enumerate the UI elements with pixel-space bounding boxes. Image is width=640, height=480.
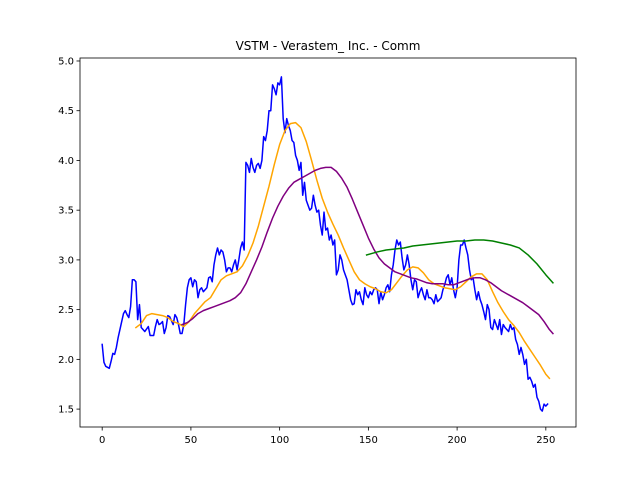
x-tick-label: 150 <box>359 435 378 446</box>
x-tick-label: 50 <box>185 435 198 446</box>
y-tick-label: 2.5 <box>58 305 74 316</box>
x-tick-label: 100 <box>270 435 289 446</box>
series-line-4 <box>365 239 554 284</box>
plot-area: 0 50 100 150 200 250 1.5 2.0 2.5 3.0 3.5 4.0 4.5 5.0 <box>58 56 577 446</box>
series-line-1 <box>101 76 549 412</box>
series-line-3 <box>181 166 554 335</box>
series-line-2 <box>134 121 551 380</box>
x-tick-label: 200 <box>448 435 467 446</box>
y-tick-label: 2.0 <box>58 355 74 366</box>
axes-frame <box>79 57 577 428</box>
x-tick-label: 250 <box>536 435 555 446</box>
y-tick-label: 4.5 <box>58 106 74 117</box>
y-tick-label: 3.0 <box>58 255 74 266</box>
y-tick-label: 3.5 <box>58 206 74 217</box>
y-tick-label: 4.0 <box>58 156 74 167</box>
x-tick-label: 0 <box>99 435 105 446</box>
y-tick-label: 1.5 <box>58 405 74 416</box>
chart-title: VSTM - Verastem_ Inc. - Comm <box>236 39 421 53</box>
y-tick-label: 5.0 <box>58 56 74 67</box>
